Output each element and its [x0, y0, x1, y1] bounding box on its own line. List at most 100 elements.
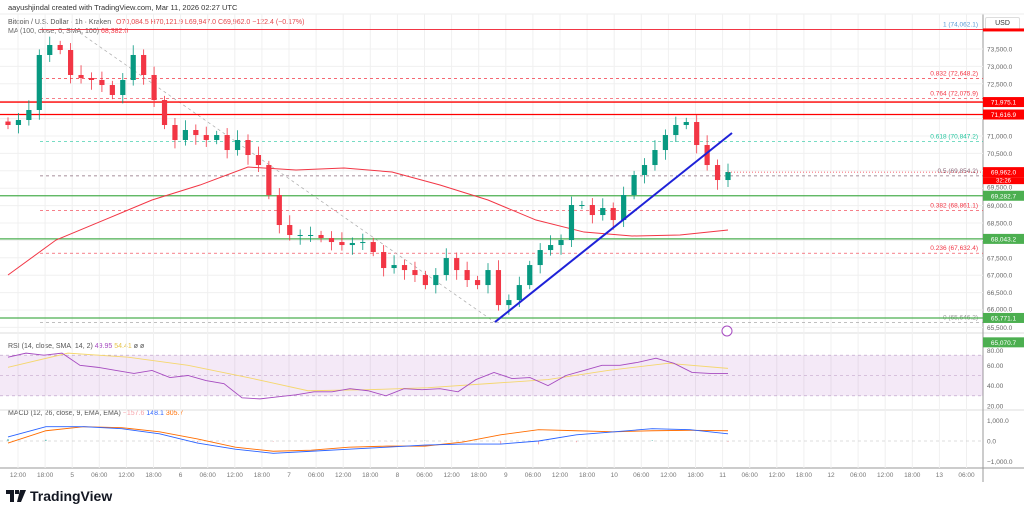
time-tick-label: 12:00 — [443, 472, 460, 479]
symbol-name[interactable]: Bitcoin / U.S. Dollar · 1h · Kraken — [8, 19, 112, 26]
candle-body — [318, 235, 324, 239]
macd-histogram-bar — [348, 441, 350, 442]
candle-body — [537, 250, 543, 266]
tradingview-logo[interactable]: TradingView — [6, 488, 112, 504]
candle-body — [579, 205, 585, 207]
macd-legend[interactable]: MACD (12, 26, close, 9, EMA, EMA) −157.6… — [8, 410, 183, 417]
time-tick-label: 06:00 — [200, 472, 217, 479]
time-tick-label: 12:00 — [118, 472, 135, 479]
time-tick-label: 5 — [70, 472, 74, 479]
candle-body — [725, 172, 731, 181]
last-price-tag — [983, 167, 1024, 178]
candle-body — [224, 135, 230, 151]
macd-hist-value: −157.6 — [122, 410, 145, 417]
candle-body — [5, 121, 11, 126]
time-tick-label: 06:00 — [850, 472, 867, 479]
symbol-legend: Bitcoin / U.S. Dollar · 1h · Kraken O70,… — [8, 19, 304, 26]
candle-body — [130, 54, 136, 81]
price-tick-label: 69,000.0 — [987, 203, 1013, 210]
time-tick-label: 13 — [936, 472, 944, 479]
price-tick-label: 69,500.0 — [987, 185, 1013, 192]
candle-body — [454, 258, 460, 271]
time-tick-label: 6 — [179, 472, 183, 479]
candle-body — [203, 135, 209, 141]
price-tick-label: 66,500.0 — [987, 290, 1013, 297]
candle-body — [78, 74, 84, 78]
candle-body — [214, 135, 220, 141]
macd-histogram-bar — [575, 441, 577, 443]
candle-body — [99, 80, 105, 86]
macd-histogram-bar — [462, 441, 464, 442]
ma-value: 68,382.0 — [101, 28, 129, 35]
candle-body — [57, 44, 63, 51]
fib-label: 1 (74,062.1) — [943, 21, 978, 28]
candle-body — [255, 155, 262, 166]
macd-histogram-bar — [651, 440, 653, 441]
candle-body — [422, 275, 428, 286]
price-tick-label: 72,500.0 — [987, 81, 1013, 88]
resistance-price-tag — [983, 97, 1024, 108]
ma100-line — [7, 166, 729, 276]
time-tick-label: 12:00 — [227, 472, 244, 479]
candle-body — [297, 235, 303, 237]
resistance-price-tag-text: 71,616.9 — [991, 112, 1017, 119]
candle-body — [610, 208, 616, 221]
macd-label: MACD (12, 26, close, 9, EMA, EMA) — [8, 410, 121, 417]
fib-label: 0.382 (68,861.1) — [930, 202, 978, 209]
macd-histogram-bar — [727, 441, 729, 442]
candle-body — [652, 150, 658, 166]
time-tick-label: 06:00 — [958, 472, 975, 479]
macd-histogram-bar — [45, 439, 47, 441]
price-tick-label: 67,500.0 — [987, 255, 1013, 262]
macd-value: 148.1 — [146, 410, 164, 417]
time-tick-label: 12:00 — [660, 472, 677, 479]
price-tick-label: 65,500.0 — [987, 325, 1013, 332]
time-tick-label: 06:00 — [633, 472, 650, 479]
ma-legend[interactable]: MA (100, close, 0, SMA, 100) 68,382.0 — [8, 28, 128, 35]
macd-histogram-bar — [159, 441, 161, 442]
candle-body — [151, 74, 157, 101]
candle-body — [443, 258, 449, 276]
countdown-tag — [983, 177, 1024, 185]
candle-body — [401, 265, 408, 271]
ma-label: MA (100, close, 0, SMA, 100) — [8, 28, 100, 35]
macd-tick-label: 1,000.0 — [987, 418, 1009, 425]
time-tick-label: 12:00 — [552, 472, 569, 479]
countdown-text: 32:26 — [996, 179, 1012, 185]
macd-histogram-bar — [196, 441, 198, 443]
candle-body — [600, 208, 606, 216]
candle-body — [516, 285, 522, 301]
fib-label: 0.5 (69,854.2) — [938, 168, 978, 175]
candle-body — [694, 122, 700, 146]
rsi-legend[interactable]: RSI (14, close, SMA, 14, 2) 49.95 54.41 … — [8, 343, 144, 350]
time-tick-label: 11 — [719, 472, 726, 479]
macd-line — [7, 426, 729, 454]
candle-body — [161, 100, 168, 126]
candle-body — [234, 140, 241, 151]
macd-tick-label: −1,000.0 — [987, 459, 1013, 466]
time-tick-label: 06:00 — [742, 472, 759, 479]
candle-body — [172, 125, 178, 141]
time-tick-label: 9 — [504, 472, 508, 479]
credit-line: aayushjindal created with TradingView.co… — [8, 3, 238, 12]
candle-body — [276, 195, 282, 226]
candle-body — [589, 205, 595, 216]
macd-histogram-bar — [272, 441, 274, 442]
time-tick-label: 06:00 — [525, 472, 542, 479]
candle-body — [360, 242, 366, 244]
candle-body — [474, 280, 481, 286]
candle-body — [26, 110, 32, 120]
candle-body — [370, 242, 376, 253]
candle-body — [349, 243, 355, 246]
fib-top-tag — [983, 28, 1024, 32]
candle-body — [47, 44, 53, 55]
time-tick-label: 18:00 — [145, 472, 162, 479]
macd-histogram-bar — [7, 439, 9, 441]
rsi-sma-value: 54.41 — [114, 343, 132, 350]
time-tick-label: 18:00 — [904, 472, 921, 479]
candle-body — [433, 275, 439, 286]
price-tick-label: 67,000.0 — [987, 273, 1013, 280]
candle-body — [120, 80, 126, 96]
